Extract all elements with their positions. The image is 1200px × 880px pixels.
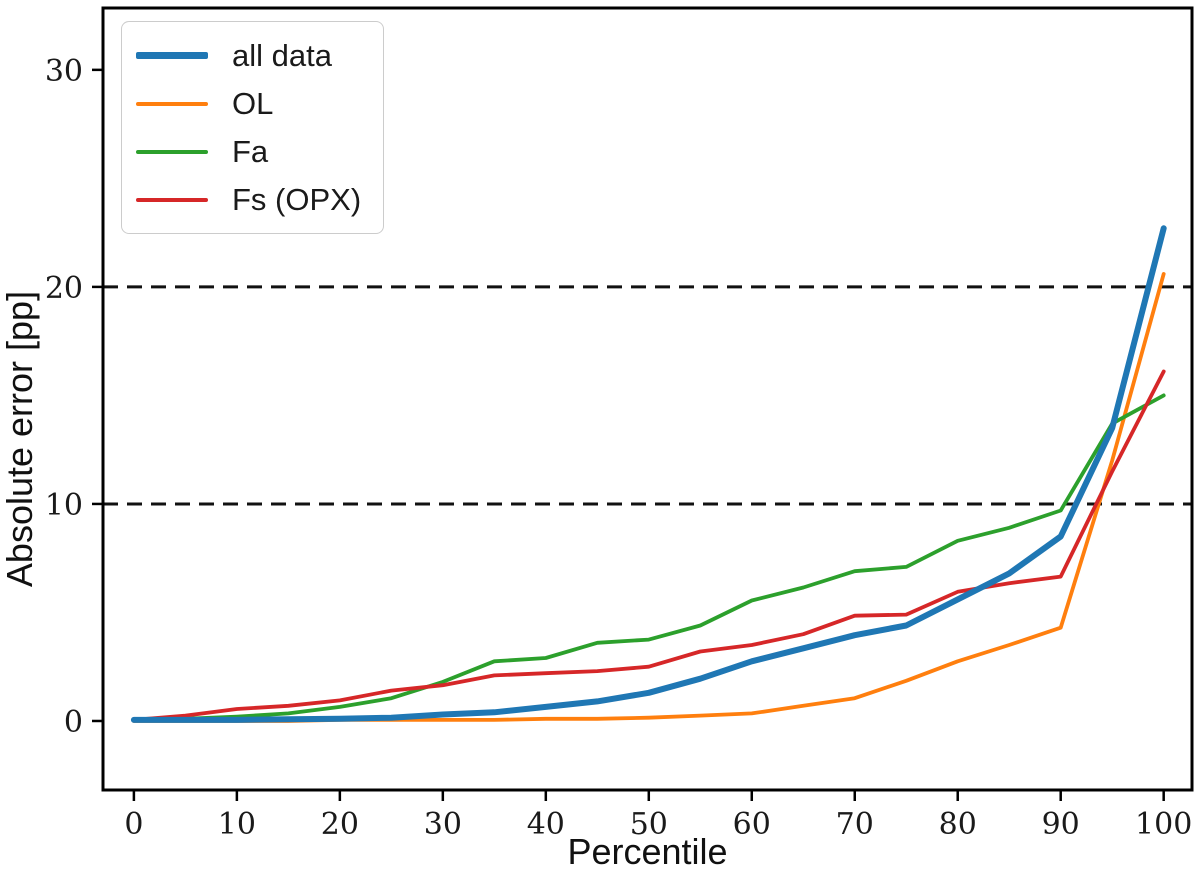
x-tick-label: 10 <box>218 807 256 842</box>
x-tick-label: 70 <box>836 807 874 842</box>
legend-item-fa: Fa <box>136 134 361 169</box>
x-tick-label: 20 <box>321 807 359 842</box>
x-tick-label: 60 <box>733 807 771 842</box>
legend-item-fs-opx: Fs (OPX) <box>136 182 361 217</box>
y-axis-title: Absolute error [pp] <box>0 291 40 587</box>
series-line-ol <box>131 271 1166 723</box>
legend-line-swatch-all-data <box>136 52 208 59</box>
x-tick-label: 50 <box>630 807 668 842</box>
series-line-all-data <box>130 225 1167 723</box>
x-tick-label: 80 <box>939 807 977 842</box>
x-tick-label: 90 <box>1042 807 1080 842</box>
legend-line-swatch-ol <box>136 101 208 106</box>
x-tick-label: 30 <box>424 807 462 842</box>
axes-spines <box>101 6 1194 792</box>
x-tick-label: 100 <box>1135 807 1192 842</box>
y-tick-label: 0 <box>64 705 83 740</box>
x-axis-title: Percentile <box>567 831 727 872</box>
legend-label-ol: OL <box>232 86 274 121</box>
series-line-fs-opx- <box>131 369 1166 722</box>
x-tick-label: 0 <box>124 807 143 842</box>
series-line-fa <box>131 393 1166 722</box>
legend-label-fa: Fa <box>232 134 269 169</box>
y-tick-label: 10 <box>45 488 83 523</box>
legend-item-all-data: all data <box>136 38 361 73</box>
x-tick-label: 40 <box>527 807 565 842</box>
y-tick-label: 20 <box>45 271 83 306</box>
legend-label-all-data: all data <box>232 38 332 73</box>
legend-line-swatch-fa <box>136 149 208 154</box>
y-tick-label: 30 <box>45 54 83 89</box>
legend-line-swatch-fs-opx <box>136 197 208 202</box>
legend-label-fs-opx: Fs (OPX) <box>232 182 362 217</box>
legend: all data OL Fa Fs (OPX) <box>121 21 385 234</box>
legend-item-ol: OL <box>136 86 361 121</box>
